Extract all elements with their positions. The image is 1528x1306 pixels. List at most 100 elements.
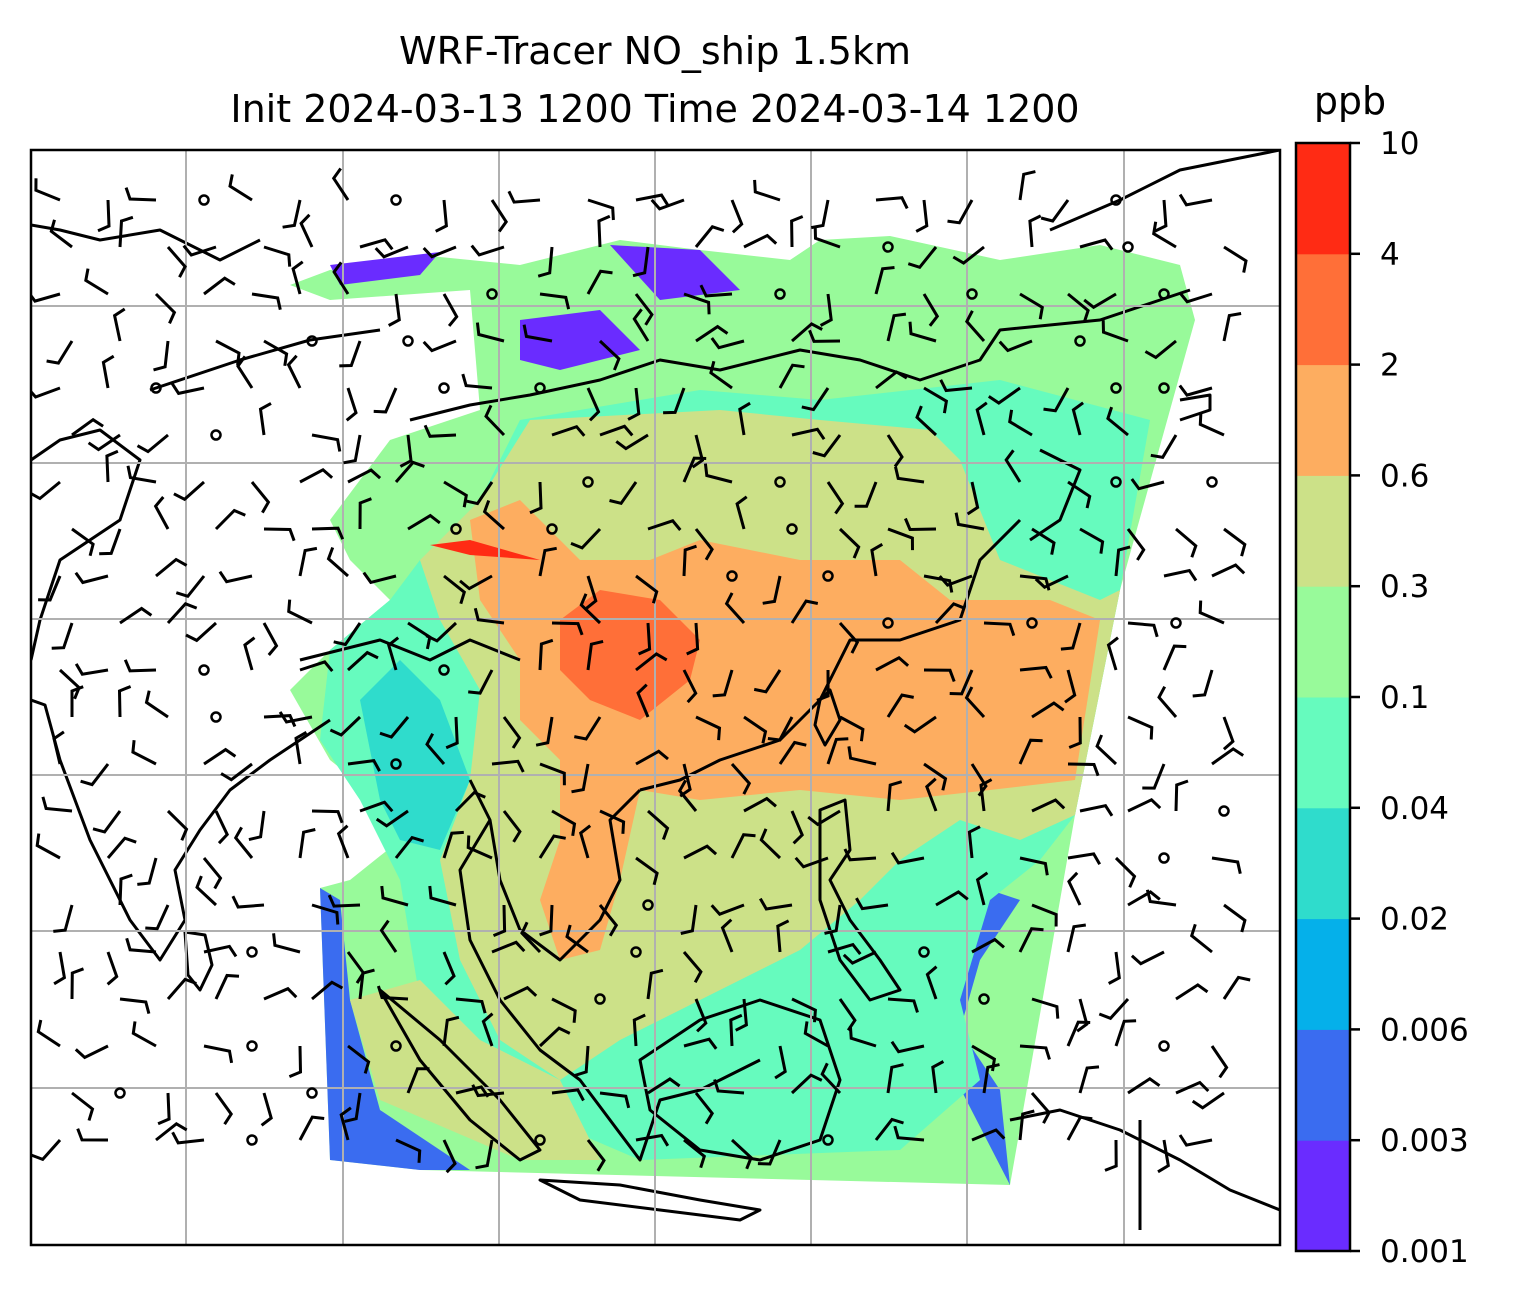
wind-barb xyxy=(166,977,197,1000)
wind-barb xyxy=(422,245,457,259)
wind-barb xyxy=(571,763,590,794)
wind-barb xyxy=(854,481,878,508)
wind-barb xyxy=(1192,669,1214,698)
calm-wind-marker xyxy=(1110,382,1122,394)
coastline-philippines xyxy=(818,798,902,1002)
wind-barb xyxy=(979,778,993,812)
wind-barb xyxy=(80,763,110,787)
wind-barb xyxy=(1127,890,1161,907)
wind-barb xyxy=(468,669,494,695)
wind-barb xyxy=(1060,622,1082,651)
wind-barb xyxy=(1004,449,1022,483)
wind-barb xyxy=(182,244,217,257)
colorbar-blocks xyxy=(1296,143,1350,1252)
wind-barb xyxy=(1178,193,1213,207)
wind-barb xyxy=(647,1077,681,1095)
wind-barb xyxy=(730,1138,753,1170)
colorbar-block xyxy=(1296,586,1350,698)
wind-barb xyxy=(53,951,67,986)
wind-barb xyxy=(248,810,266,842)
wind-barb xyxy=(1064,669,1077,704)
colorbar-block xyxy=(1296,253,1350,366)
wind-barb xyxy=(298,1115,325,1141)
wind-barb xyxy=(380,885,409,907)
wind-barb xyxy=(311,433,342,452)
wind-barb xyxy=(801,387,830,412)
wind-barb xyxy=(1018,1109,1035,1141)
wind-barb xyxy=(934,602,966,625)
wind-barb xyxy=(473,607,505,625)
colorbar-tick-label: 0.02 xyxy=(1380,902,1449,938)
wind-barb xyxy=(333,622,362,647)
wind-barb xyxy=(490,199,509,233)
wind-barb xyxy=(243,636,256,671)
wind-barb xyxy=(1079,238,1114,251)
wind-barb xyxy=(1222,716,1235,751)
wind-barb xyxy=(635,193,670,207)
wind-barb xyxy=(126,465,157,484)
wind-barb xyxy=(813,226,841,249)
wind-barb xyxy=(535,716,554,747)
wind-barb xyxy=(599,809,626,834)
wind-barb xyxy=(987,386,1021,405)
wind-barb xyxy=(218,570,253,584)
wind-barb xyxy=(329,715,362,737)
wind-barb xyxy=(471,1084,505,1098)
wind-barb xyxy=(1008,409,1033,437)
wind-barb xyxy=(1031,997,1060,1019)
wind-barb xyxy=(1126,528,1146,561)
wind-barb xyxy=(1104,1139,1118,1172)
wind-barb xyxy=(443,480,468,508)
wind-barb xyxy=(635,749,669,766)
calm-wind-marker xyxy=(390,758,402,770)
wind-barb xyxy=(298,546,318,577)
coastline-java xyxy=(538,1178,762,1222)
wind-barb xyxy=(144,690,169,719)
wind-barb xyxy=(694,225,725,248)
wind-barb xyxy=(374,245,409,259)
colorbar-tick-label: 0.006 xyxy=(1380,1012,1469,1048)
wind-barb xyxy=(347,468,382,484)
wind-barb xyxy=(331,167,350,201)
wind-barb xyxy=(1127,798,1162,813)
wind-barb xyxy=(311,526,345,540)
wind-barb xyxy=(175,575,206,599)
wind-barb xyxy=(475,322,505,343)
calm-wind-marker xyxy=(534,382,546,394)
colorbar-tick-label: 0.1 xyxy=(1380,680,1429,716)
wind-barb xyxy=(1031,701,1065,719)
wind-barb xyxy=(759,897,793,911)
wind-barb xyxy=(1211,856,1242,875)
wind-barb xyxy=(443,574,467,605)
wind-barb xyxy=(154,292,177,325)
wind-barb xyxy=(311,903,340,925)
wind-barb xyxy=(92,810,122,834)
map-frame xyxy=(29,148,1282,1247)
wind-barb xyxy=(1068,716,1082,749)
wind-barb xyxy=(124,187,157,202)
coastlines xyxy=(31,150,1280,1230)
calm-wind-marker xyxy=(1122,241,1134,253)
wind-barb xyxy=(1178,384,1213,397)
calm-wind-marker xyxy=(390,1040,402,1052)
wind-barb xyxy=(632,246,650,278)
wind-barb xyxy=(870,543,884,577)
wind-barb xyxy=(599,424,634,437)
wind-barb xyxy=(71,527,95,557)
wind-barb xyxy=(214,508,246,531)
wind-barb xyxy=(53,904,74,933)
wind-barb xyxy=(710,337,745,350)
wind-barb xyxy=(767,716,794,742)
wind-barb xyxy=(1031,903,1058,927)
wind-barb xyxy=(1019,292,1044,320)
wind-barb xyxy=(87,433,121,452)
wind-barb xyxy=(442,1139,457,1174)
calm-wind-marker xyxy=(450,523,462,535)
wind-barb xyxy=(1175,983,1209,1001)
wind-barb xyxy=(157,1092,171,1126)
wind-barb xyxy=(251,292,282,311)
colorbar-unit: ppb xyxy=(1314,79,1386,123)
wind-barb xyxy=(262,622,279,656)
wind-barb xyxy=(695,715,722,741)
wind-barb xyxy=(710,903,745,916)
